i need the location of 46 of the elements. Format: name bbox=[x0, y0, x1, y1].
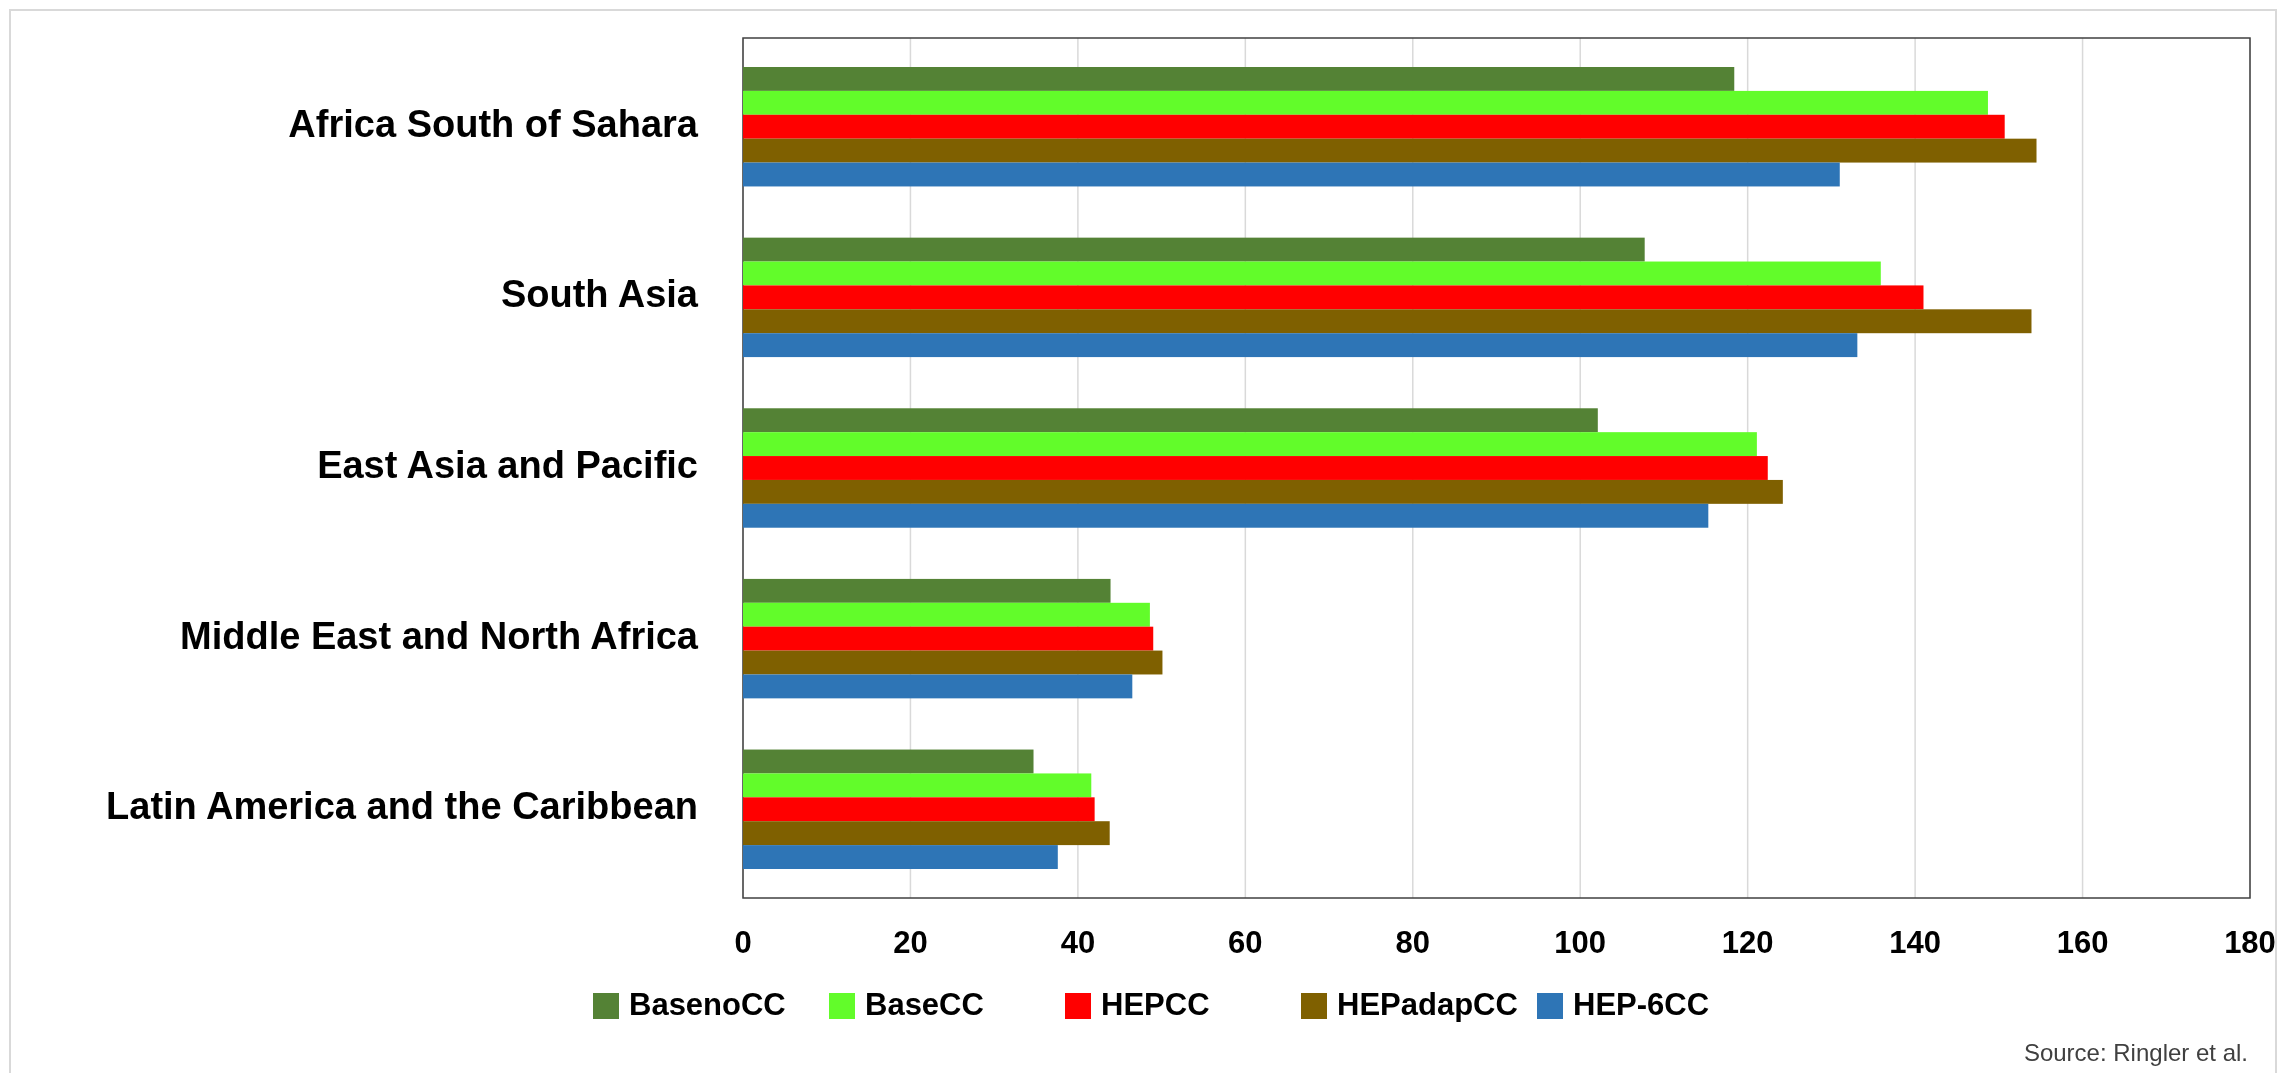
x-tick-label: 60 bbox=[1228, 925, 1263, 960]
y-tick-label: East Asia and Pacific bbox=[317, 444, 698, 487]
bar bbox=[743, 749, 1034, 774]
bar bbox=[743, 285, 1924, 310]
bar bbox=[743, 821, 1110, 846]
x-tick-label: 40 bbox=[1060, 925, 1096, 960]
legend-label: BasenoCC bbox=[629, 987, 786, 1023]
bar bbox=[743, 67, 1735, 91]
bar bbox=[743, 138, 2037, 163]
x-tick-label: 0 bbox=[734, 925, 752, 960]
bar bbox=[743, 845, 1058, 869]
legend-label: HEP-6CC bbox=[1573, 987, 1710, 1023]
bar bbox=[743, 432, 1757, 457]
bar bbox=[743, 237, 1645, 262]
x-tick-label: 160 bbox=[2056, 925, 2109, 960]
x-tick-label: 180 bbox=[2224, 925, 2276, 960]
bar bbox=[743, 90, 1988, 115]
bar bbox=[743, 479, 1783, 504]
x-tick-label: 20 bbox=[893, 925, 928, 960]
y-tick-label: South Asia bbox=[500, 273, 699, 316]
y-tick-label: Middle East and North Africa bbox=[180, 614, 699, 657]
bar bbox=[743, 456, 1768, 480]
bar bbox=[743, 674, 1133, 699]
bar bbox=[743, 162, 1840, 187]
bar bbox=[743, 773, 1092, 798]
source-note: Source: Ringler et al. bbox=[2023, 1039, 2248, 1066]
x-tick-label: 120 bbox=[1721, 925, 1774, 960]
legend-label: HEPCC bbox=[1101, 987, 1210, 1023]
bar bbox=[743, 333, 1858, 358]
bar bbox=[743, 797, 1095, 822]
bar bbox=[743, 602, 1150, 627]
bar bbox=[743, 309, 2032, 334]
bar bbox=[743, 261, 1881, 286]
bar bbox=[743, 626, 1154, 651]
x-tick-label: 100 bbox=[1554, 925, 1607, 960]
bar bbox=[743, 408, 1598, 433]
bar bbox=[743, 578, 1111, 603]
legend-label: HEPadapCC bbox=[1337, 987, 1518, 1023]
legend-label: BaseCC bbox=[865, 987, 984, 1023]
y-tick-label: Latin America and the Caribbean bbox=[106, 785, 698, 828]
x-tick-label: 140 bbox=[1889, 925, 1941, 960]
x-tick-label: 80 bbox=[1395, 925, 1431, 960]
bar bbox=[743, 114, 2005, 139]
bar bbox=[743, 503, 1709, 528]
y-tick-label: Africa South of Sahara bbox=[288, 102, 699, 145]
bar bbox=[743, 650, 1163, 675]
